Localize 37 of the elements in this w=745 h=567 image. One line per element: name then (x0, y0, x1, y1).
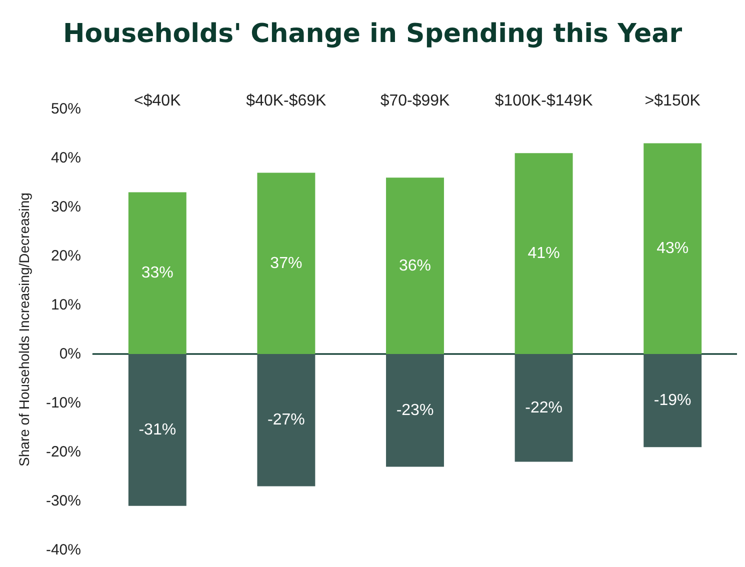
x-tick-label: $40K-$69K (246, 92, 327, 110)
data-label: 33% (141, 264, 174, 282)
chart-title: Households' Change in Spending this Year (62, 19, 682, 49)
y-tick-label: 20% (50, 248, 81, 264)
x-tick-label: <$40K (134, 92, 182, 110)
x-tick-label: >$150K (644, 92, 701, 110)
y-axis-title: Share of Households Increasing/Decreasing (16, 192, 32, 466)
x-tick-label: $100K-$149K (494, 92, 594, 110)
bar (514, 153, 573, 354)
data-label: -27% (268, 412, 305, 429)
data-label: 36% (398, 257, 432, 274)
data-label: -22% (525, 399, 562, 416)
y-tick-label: 40% (50, 150, 81, 166)
data-label: 43% (656, 240, 689, 258)
data-label: -19% (654, 392, 692, 410)
bar (644, 143, 702, 354)
bar (257, 354, 316, 486)
bar (386, 354, 444, 467)
y-tick-label: 30% (50, 198, 81, 216)
data-label: -23% (396, 402, 434, 419)
y-tick-label: 50% (50, 100, 81, 118)
y-tick-label: 10% (50, 296, 81, 314)
bar (128, 354, 186, 506)
data-label: 41% (528, 245, 560, 262)
bar (514, 354, 573, 462)
bar (257, 172, 316, 354)
bar (644, 354, 702, 448)
bar (386, 178, 444, 354)
data-label: 37% (270, 254, 302, 272)
data-label: -31% (138, 421, 176, 438)
x-tick-label: $70-$99K (380, 92, 450, 110)
bar (128, 192, 186, 354)
y-tick-label: -40% (46, 542, 81, 558)
y-tick-label: -30% (46, 492, 81, 510)
y-tick-label: -10% (46, 394, 81, 412)
y-tick-label: -20% (46, 444, 81, 460)
y-tick-label: 0% (59, 346, 81, 362)
